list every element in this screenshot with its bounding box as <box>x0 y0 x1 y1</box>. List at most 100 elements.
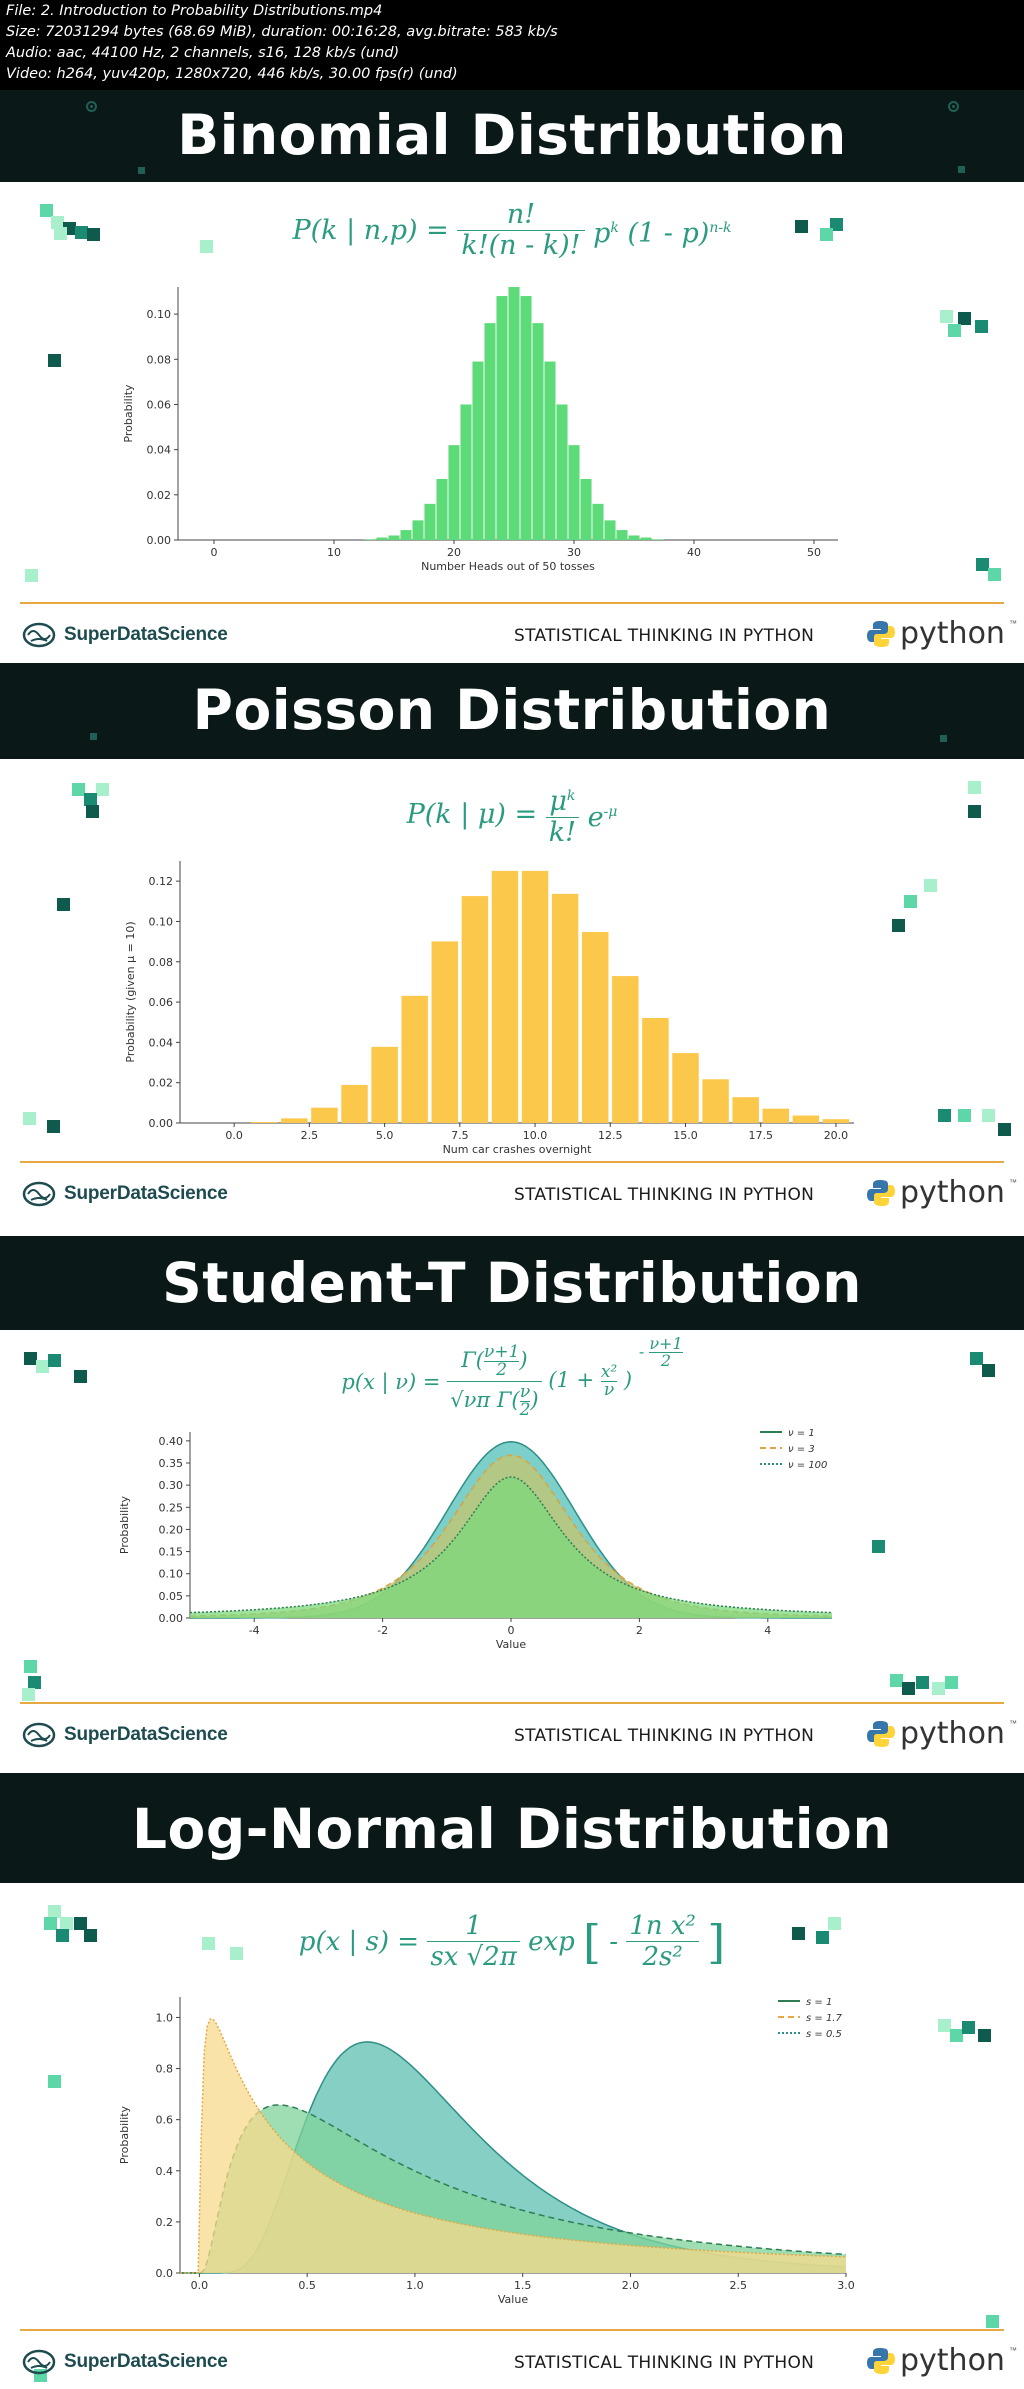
bar <box>628 535 640 540</box>
pixel-decoration-icon <box>74 1370 87 1383</box>
bar <box>461 896 489 1123</box>
bar <box>616 530 628 540</box>
y-tick-label: 0.06 <box>149 996 174 1009</box>
pixel-decoration-icon <box>84 1929 97 1942</box>
bar <box>652 539 664 540</box>
formula-bracket: [ <box>583 1914 601 1969</box>
formula-numerator: μ <box>549 786 567 817</box>
x-axis-label: Value <box>496 1638 526 1651</box>
frame-timestamp: 00:06:35 <box>988 1226 1022 1234</box>
pixel-decoration-icon <box>51 216 64 229</box>
bar <box>792 1115 820 1123</box>
pixel-decoration-icon <box>828 1917 841 1930</box>
bar <box>762 1108 790 1123</box>
log-normal-density-chart: 0.0 0.5 1.0 1.5 2.0 2.5 3.0 0.0 0.2 0.4 0.6 0.8 1.0 V… <box>118 1997 855 2306</box>
pixel-decoration-icon <box>23 1112 36 1125</box>
formula-lhs: p(x | s) = <box>298 1926 420 1957</box>
poisson-bar-chart: 0.0 2.5 5.0 7.5 10.0 12.5 15.0 17.5 20.0 0.00 0.02… <box>124 861 854 1156</box>
x-tick-label: 15.0 <box>673 1129 698 1142</box>
trademark: ™ <box>1008 2346 1017 2355</box>
slide-body: p(x | s) = 1 sx √2π exp [ - 1n x² 2s² ] … <box>0 1883 1024 2389</box>
y-tick-label: 0.15 <box>159 1546 184 1559</box>
x-tick-label: 0.5 <box>298 2279 316 2292</box>
series-area <box>180 2019 846 2273</box>
x-axis-label: Num car crashes overnight <box>443 1143 593 1156</box>
bar <box>424 503 436 540</box>
file-info-line: Video: h264, yuv420p, 1280x720, 446 kb/s… <box>6 66 458 82</box>
pixel-decoration-icon <box>924 879 937 892</box>
pixel-decoration-icon <box>998 1123 1011 1136</box>
python-logo-icon <box>867 1720 895 1747</box>
formula-numerator: ν+1 <box>649 1334 683 1353</box>
bar <box>520 296 532 540</box>
banner-decoration-icon <box>948 101 959 112</box>
y-tick-label: 1.0 <box>156 2011 174 2024</box>
brain-icon <box>22 1722 56 1748</box>
y-tick-label: 0.00 <box>147 534 172 547</box>
y-tick-label: 0.00 <box>159 1612 184 1625</box>
pixel-decoration-icon <box>75 226 88 239</box>
pixel-decoration-icon <box>60 1917 73 1930</box>
bar <box>412 520 424 540</box>
file-info-header: File: 2. Introduction to Probability Dis… <box>0 0 1024 90</box>
y-tick-label: 0.08 <box>147 353 172 366</box>
bar <box>521 870 549 1123</box>
log-normal-formula: p(x | s) = 1 sx √2π exp [ - 1n x² 2s² ] <box>0 1911 1024 1972</box>
python-logo-icon <box>867 1179 895 1206</box>
pixel-decoration-icon <box>84 793 97 806</box>
formula-exponent: k <box>566 788 576 804</box>
slide-title: Student-T Distribution <box>162 1251 862 1315</box>
slide-title: Poisson Distribution <box>192 678 832 742</box>
pixel-decoration-icon <box>54 227 67 240</box>
x-tick-label: 30 <box>567 546 581 559</box>
pixel-decoration-icon <box>40 204 53 217</box>
bar <box>532 323 544 540</box>
bar <box>642 1017 669 1123</box>
banner-decoration-icon <box>86 101 97 112</box>
pixel-decoration-icon <box>904 895 917 908</box>
x-tick-label: 10 <box>327 546 341 559</box>
y-tick-label: 0.40 <box>159 1435 184 1448</box>
legend-label: s = 0.5 <box>806 2029 842 2040</box>
bar <box>311 1107 338 1123</box>
course-title: STATISTICAL THINKING IN PYTHON <box>514 1726 815 1746</box>
series-line <box>180 2018 847 2274</box>
formula-term: e <box>587 801 604 833</box>
x-tick-label: 3.0 <box>837 2279 855 2292</box>
frame-timestamp: 00:09:53 <box>988 1763 1022 1771</box>
x-tick-label: 0 <box>508 1624 515 1637</box>
slide-title: Binomial Distribution <box>177 103 847 167</box>
python-wordmark: python <box>900 1175 1005 1210</box>
python-wordmark: python <box>900 2343 1005 2378</box>
x-tick-label: 7.5 <box>451 1129 469 1142</box>
x-tick-label: -4 <box>249 1624 260 1637</box>
formula-lhs: p(x | ν) = <box>341 1369 441 1394</box>
footer-divider <box>20 2329 1004 2331</box>
file-info-line: Audio: aac, 44100 Hz, 2 channels, s16, 1… <box>6 45 400 61</box>
formula-exponent: k <box>610 219 619 236</box>
pixel-decoration-icon <box>48 1905 61 1918</box>
pixel-decoration-icon <box>872 1540 885 1553</box>
bar <box>251 1121 278 1123</box>
pixel-decoration-icon <box>47 1120 60 1133</box>
file-info-line: Size: 72031294 bytes (68.69 MiB), durati… <box>6 24 558 40</box>
formula-denominator: k!(n - k)! <box>461 230 581 261</box>
y-tick-label: 0.2 <box>156 2216 174 2229</box>
pixel-decoration-icon <box>22 1688 35 1701</box>
bar <box>281 1118 308 1123</box>
pixel-decoration-icon <box>830 218 843 231</box>
pixel-decoration-icon <box>795 220 808 233</box>
slide-binomial: Binomial Distribution P(k | n,p) = <box>0 90 1024 663</box>
brand-name: SuperDataScience <box>64 1183 228 1204</box>
formula-denominator: k! <box>548 817 576 848</box>
pixel-decoration-icon <box>230 1947 243 1960</box>
brand-name: SuperDataScience <box>64 624 228 645</box>
footer-divider <box>20 1702 1004 1704</box>
formula-lhs: P(k | μ) = <box>406 798 538 830</box>
pixel-decoration-icon <box>816 1931 829 1944</box>
slide-footer: SuperDataScience STATISTICAL THINKING IN… <box>0 602 1024 662</box>
pixel-decoration-icon <box>968 781 981 794</box>
y-tick-label: 0.04 <box>149 1036 174 1049</box>
slide-poisson: Poisson Distribution P(k | μ) = μk <box>0 663 1024 1236</box>
y-tick-label: 0.02 <box>149 1077 174 1090</box>
